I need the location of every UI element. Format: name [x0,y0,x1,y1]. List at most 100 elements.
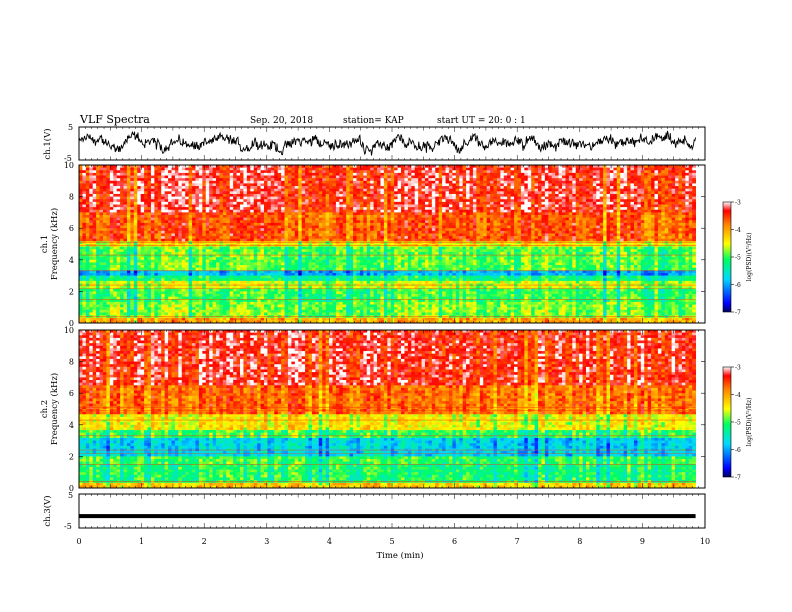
spectrogram-cell [154,205,158,208]
spectrogram-cell [250,218,254,221]
spectrogram-cell [524,226,528,229]
spectrogram-cell [117,189,121,192]
spectrogram-cell [257,170,261,173]
spectrogram-cell [350,194,354,197]
spectrogram-cell [374,173,378,176]
spectrogram-cell [178,170,182,173]
spectrogram-cell [240,168,244,171]
spectrogram-cell [480,197,484,200]
spectrogram-cell [404,202,408,205]
spectrogram-cell [110,186,114,189]
spectrogram-cell [480,189,484,192]
spectrogram-cell [247,202,251,205]
spectrogram-cell [514,220,518,223]
spectrogram-cell [655,191,659,194]
spectrogram-cell [291,173,295,176]
spectrogram-cell [562,220,566,223]
spectrogram-cell [391,178,395,181]
spectrogram-cell [682,205,686,208]
spectrogram-cell [206,210,210,213]
spectrogram-cell [202,220,206,223]
spectrogram-cell [528,231,532,234]
spectrogram-cell [312,191,316,194]
spectrogram-cell [213,181,217,184]
spectrogram-cell [384,178,388,181]
spectrogram-cell [507,168,511,171]
spectrogram-cell [613,173,617,176]
spectrogram-cell [171,231,175,234]
spectrogram-cell [394,212,398,215]
spectrogram-cell [470,226,474,229]
spectrogram-cell [360,212,364,215]
spectrogram-cell [521,218,525,221]
spectrogram-cell [541,183,545,186]
spectrogram-cell [185,202,189,205]
spectrogram-cell [569,183,573,186]
spectrogram-cell [271,228,275,231]
spectrogram-cell [82,197,86,200]
spectrogram-cell [360,231,364,234]
spectrogram-cell [130,189,134,192]
spectrogram-cell [617,212,621,215]
spectrogram-cell [504,205,508,208]
spectrogram-cell [672,205,676,208]
spectrogram-cell [82,215,86,218]
spectrogram-cell [271,233,275,236]
spectrogram-cell [661,223,665,226]
spectrogram-cell [182,223,186,226]
spectrogram-cell [487,215,491,218]
spectrogram-cell [339,202,343,205]
spectrogram-cell [689,228,693,231]
spectrogram-cell [559,197,563,200]
spectrogram-cell [600,205,604,208]
spectrogram-cell [456,220,460,223]
spectrogram-cell [158,170,162,173]
spectrogram-cell [134,173,138,176]
spectrogram-cell [531,228,535,231]
spectrogram-cell [517,191,521,194]
spectrogram-cell [360,220,364,223]
spectrogram-cell [418,178,422,181]
spectrogram-cell [668,212,672,215]
spectrogram-cell [439,233,443,236]
spectrogram-cell [93,207,97,210]
spectrogram-cell [641,197,645,200]
spectrogram-cell [463,207,467,210]
spectrogram-cell [589,210,593,213]
spectrogram-cell [360,228,364,231]
spectrogram-cell [360,197,364,200]
spectrogram-cell [161,215,165,218]
spectrogram-cell [439,223,443,226]
spectrogram-cell [161,189,165,192]
spectrogram-cell [137,194,141,197]
spectrogram-cell [322,223,326,226]
spectrogram-cell [120,194,124,197]
spectrogram-cell [559,189,563,192]
spectrogram-cell [384,168,388,171]
spectrogram-cell [408,173,412,176]
spectrogram-cell [350,220,354,223]
spectrogram-cell [281,178,285,181]
spectrogram-cell [559,178,563,181]
spectrogram-cell [171,223,175,226]
spectrogram-cell [593,176,597,179]
spectrogram-cell [562,212,566,215]
spectrogram-cell [668,194,672,197]
spectrogram-cell [192,176,196,179]
spectrogram-cell [398,207,402,210]
spectrogram-cell [637,197,641,200]
spectrogram-cell [442,212,446,215]
spectrogram-cell [517,199,521,202]
spectrogram-cell [96,218,100,221]
spectrogram-cell [487,168,491,171]
spectrogram-cell [295,178,299,181]
spectrogram-cell [610,186,614,189]
spectrogram-cell [617,202,621,205]
spectrogram-cell [374,205,378,208]
spectrogram-cell [411,181,415,184]
spectrogram-cell [158,197,162,200]
spectrogram-cell [514,215,518,218]
spectrogram-cell [202,210,206,213]
spectrogram-cell [456,176,460,179]
spectrogram-cell [175,207,179,210]
